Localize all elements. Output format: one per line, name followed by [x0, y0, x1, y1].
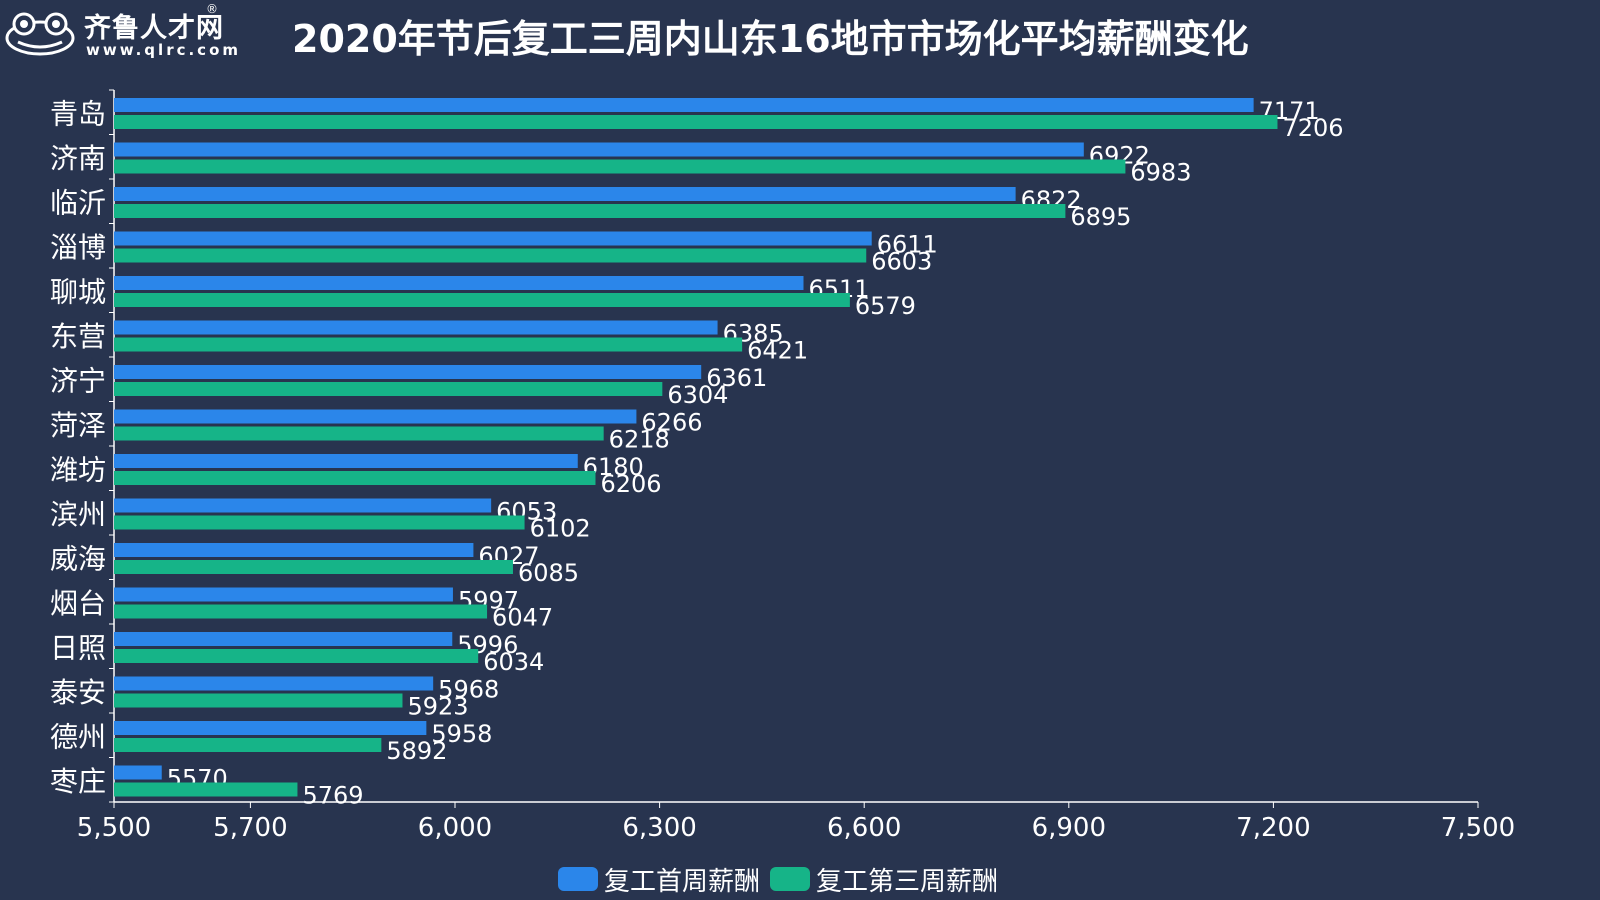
category-label: 菏泽	[50, 409, 106, 442]
bar-third-week	[114, 604, 488, 619]
logo: 齐鲁人才网 ® www.qlrc.com	[4, 2, 254, 60]
category-label: 日照	[50, 631, 106, 664]
bar-first-week	[114, 765, 162, 780]
bar-third-week	[114, 248, 867, 263]
bar-third-week	[114, 204, 1066, 218]
bar-first-week	[114, 409, 637, 424]
category-label: 泰安	[50, 676, 106, 709]
bar-third-week	[114, 471, 596, 485]
data-label-third-week: 5923	[407, 693, 468, 721]
data-label-third-week: 6047	[492, 604, 553, 632]
x-tick-label: 6,900	[1032, 813, 1106, 843]
legend-item-first-week[interactable]: 复工首周薪酬	[558, 861, 760, 898]
bar-third-week	[114, 693, 403, 708]
bar-first-week	[114, 543, 474, 557]
bar-first-week	[114, 587, 453, 602]
bar-third-week	[114, 649, 479, 663]
data-label-first-week: 6611	[877, 231, 938, 259]
x-tick-label: 7,500	[1441, 813, 1515, 843]
data-label-first-week: 5958	[431, 720, 492, 748]
bar-first-week	[114, 276, 804, 290]
bar-first-week	[114, 454, 578, 468]
data-label-third-week: 6034	[483, 648, 544, 676]
bar-first-week	[114, 498, 492, 513]
bar-first-week	[114, 721, 427, 735]
legend-label-third-week: 复工第三周薪酬	[816, 866, 999, 897]
data-label-third-week: 6421	[747, 337, 808, 365]
bar-first-week	[114, 676, 434, 691]
category-label: 威海	[50, 542, 106, 575]
x-tick-label: 6,300	[622, 813, 696, 843]
bar-third-week	[114, 782, 298, 797]
bar-first-week	[114, 320, 718, 335]
legend-swatch-third-week	[770, 867, 811, 891]
frog-logo-icon	[5, 12, 75, 56]
logo-url: www.qlrc.com	[86, 41, 242, 59]
data-label-third-week: 6304	[667, 381, 728, 409]
category-label: 济宁	[50, 364, 106, 397]
data-label-third-week: 7206	[1282, 114, 1343, 142]
legend-label-first-week: 复工首周薪酬	[604, 866, 761, 897]
bar-third-week	[114, 382, 663, 396]
data-label-third-week: 6895	[1070, 203, 1131, 231]
bar-first-week	[114, 142, 1084, 157]
category-label: 东营	[50, 320, 106, 353]
data-label-third-week: 6085	[518, 559, 579, 587]
category-label: 临沂	[50, 186, 106, 219]
logo-text: 齐鲁人才网	[84, 13, 224, 44]
x-tick-label: 5,700	[213, 813, 287, 843]
category-label: 聊城	[50, 275, 106, 308]
data-label-third-week: 6102	[530, 515, 591, 543]
data-label-third-week: 6983	[1130, 159, 1191, 187]
category-label: 淄博	[50, 231, 106, 264]
x-tick-label: 5,500	[77, 813, 151, 843]
data-label-first-week: 6266	[641, 409, 702, 437]
bar-third-week	[114, 115, 1278, 129]
chart-title: 2020年节后复工三周内山东16地市市场化平均薪酬变化	[292, 17, 1249, 61]
registered-mark: ®	[206, 2, 218, 16]
legend: 复工首周薪酬 复工第三周薪酬	[558, 861, 1008, 898]
legend-swatch-first-week	[558, 867, 598, 891]
x-tick-label: 6,000	[418, 813, 492, 843]
category-label: 枣庄	[50, 765, 106, 798]
bar-third-week	[114, 293, 850, 307]
x-tick-label: 6,600	[827, 813, 901, 843]
category-label: 潍坊	[50, 453, 106, 486]
category-label: 滨州	[50, 498, 106, 531]
data-label-third-week: 6603	[871, 248, 932, 276]
category-label: 青岛	[50, 97, 106, 130]
category-label: 烟台	[50, 587, 106, 620]
data-label-third-week: 5769	[302, 782, 363, 810]
bar-third-week	[114, 738, 382, 752]
bar-third-week	[114, 515, 525, 530]
bar-first-week	[114, 632, 453, 646]
data-label-third-week: 6218	[609, 426, 670, 454]
bar-first-week	[114, 365, 702, 379]
data-label-third-week: 6206	[600, 470, 661, 498]
category-label: 济南	[50, 142, 106, 175]
bar-first-week	[114, 187, 1016, 201]
bar-third-week	[114, 337, 743, 352]
bar-first-week	[114, 98, 1254, 112]
data-label-first-week: 6361	[706, 364, 767, 392]
bar-third-week	[114, 159, 1126, 174]
bar-first-week	[114, 231, 872, 246]
category-label: 德州	[50, 720, 106, 753]
data-label-third-week: 6579	[855, 292, 916, 320]
legend-item-third-week[interactable]: 复工第三周薪酬	[770, 861, 998, 898]
data-label-third-week: 5892	[386, 737, 447, 765]
bar-third-week	[114, 560, 513, 574]
data-label-first-week: 5968	[438, 676, 499, 704]
x-tick-label: 7,200	[1236, 813, 1310, 843]
bar-third-week	[114, 426, 604, 441]
